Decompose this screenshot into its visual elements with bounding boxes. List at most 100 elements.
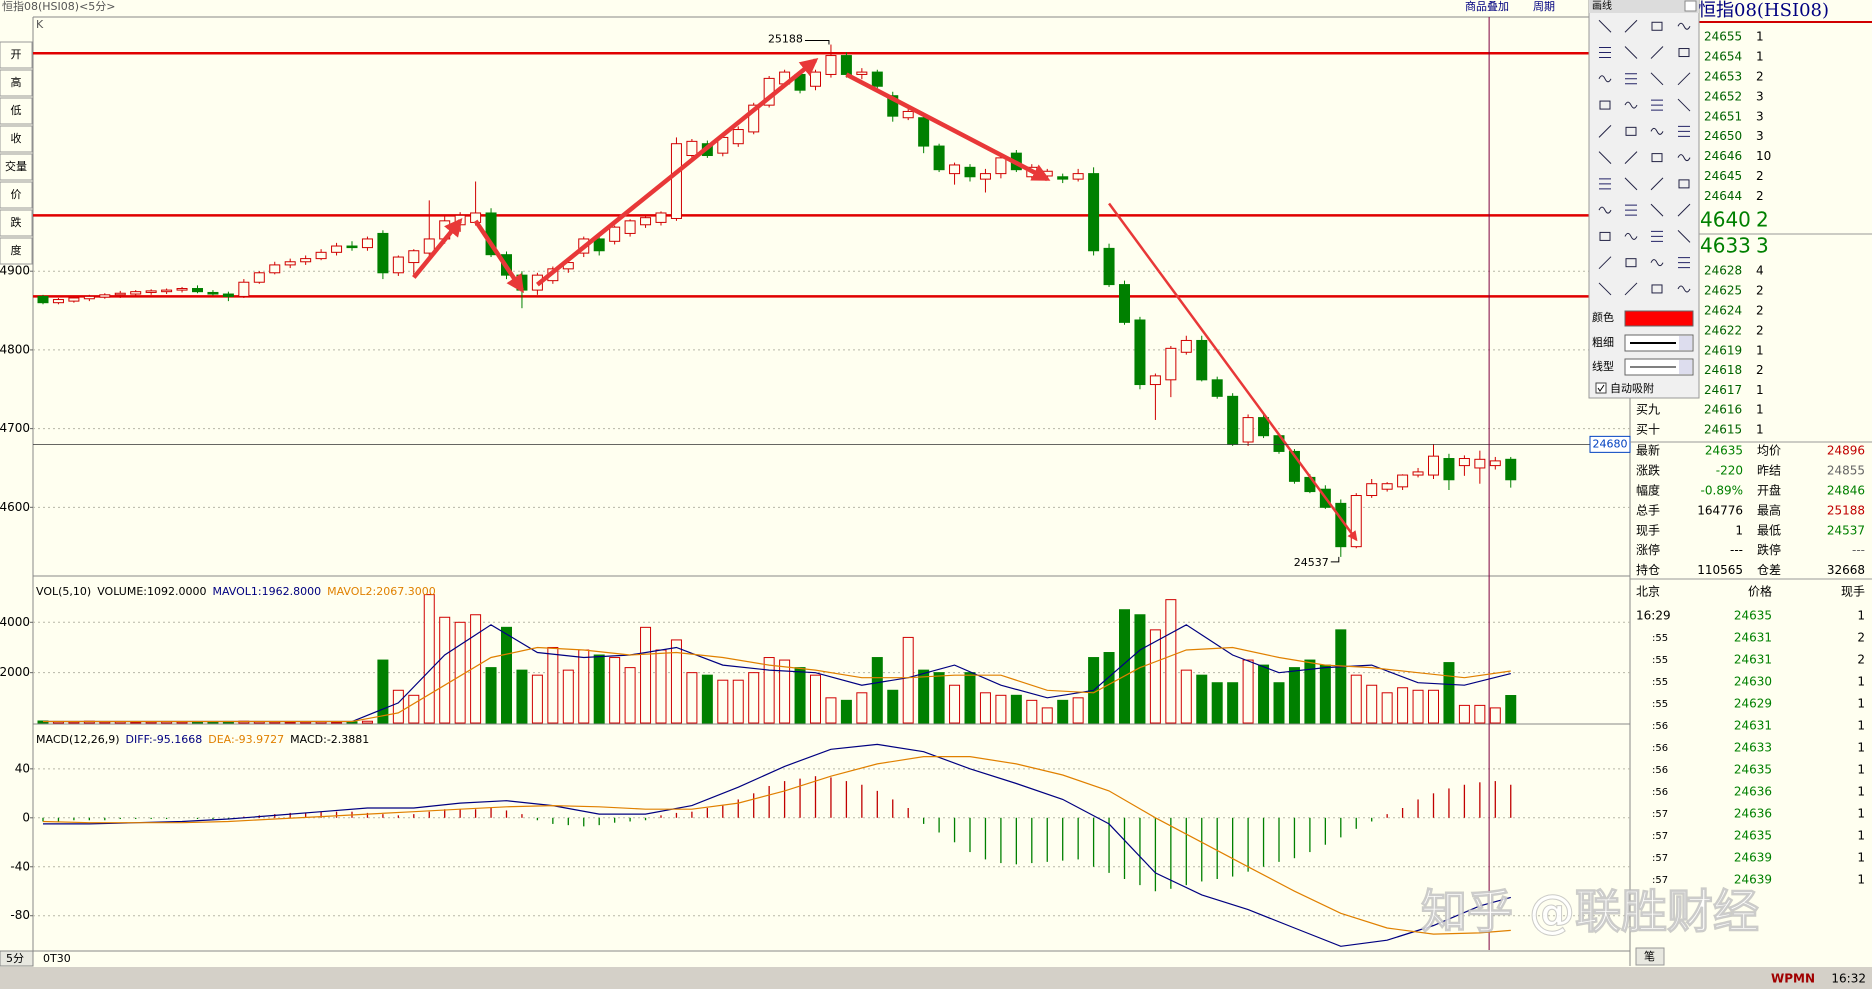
candle-body (392, 256, 404, 274)
side-button[interactable] (0, 209, 33, 237)
tool-button[interactable] (1598, 151, 1612, 164)
dropdown-arrow[interactable] (1679, 336, 1692, 350)
candle-body (145, 290, 157, 293)
tool-button[interactable] (1598, 256, 1612, 270)
volume-bar (670, 639, 682, 724)
tool-button[interactable] (1678, 257, 1690, 269)
side-button-label: 度 (11, 243, 22, 257)
tool-button[interactable] (1651, 153, 1663, 163)
side-button[interactable] (0, 41, 33, 69)
volume-bar (408, 694, 420, 724)
trades-header: 价格 (1748, 584, 1772, 599)
tool-button[interactable] (1650, 203, 1664, 217)
volume-bar (902, 636, 914, 724)
tool-button[interactable] (1651, 21, 1663, 31)
tool-button[interactable] (1599, 178, 1611, 190)
tool-button[interactable] (1677, 285, 1691, 293)
tool-button[interactable] (1650, 46, 1664, 59)
tool-button[interactable] (1599, 231, 1611, 241)
tool-icon (1625, 258, 1637, 268)
side-button-label: 收 (11, 131, 22, 145)
tool-button[interactable] (1651, 230, 1663, 242)
snap-checkbox[interactable] (1595, 382, 1607, 394)
volume-bar (840, 699, 852, 724)
tool-button[interactable] (1624, 232, 1638, 240)
tool-button[interactable] (1624, 19, 1638, 33)
tab[interactable]: 商品叠加 (1465, 0, 1509, 13)
side-button[interactable] (0, 153, 33, 181)
tool-button[interactable] (1678, 179, 1690, 189)
trades-header: 北京 (1636, 585, 1660, 599)
candle-body (748, 104, 760, 133)
tool-button[interactable] (1624, 282, 1638, 296)
tool-button[interactable] (1678, 48, 1690, 58)
ask-row: 24651 (1704, 109, 1742, 123)
trade-row: :55 (1652, 699, 1668, 710)
dropdown-arrow[interactable] (1679, 360, 1692, 374)
candle-body (346, 245, 358, 249)
bid-row: 1 (1756, 423, 1764, 437)
tool-button[interactable] (1624, 46, 1638, 59)
tool-button[interactable] (1677, 72, 1691, 86)
volume-bar (1258, 664, 1270, 724)
candle-body (114, 292, 126, 296)
volume-bar (1211, 682, 1223, 724)
tool-button[interactable] (1650, 177, 1664, 191)
tool-button[interactable] (1624, 177, 1638, 191)
tool-button[interactable] (1624, 151, 1638, 164)
tool-button[interactable] (1651, 284, 1663, 294)
tool-button[interactable] (1598, 124, 1612, 138)
volume-bar (701, 674, 713, 724)
label-hook (1330, 556, 1340, 563)
tool-button[interactable] (1599, 47, 1611, 59)
candle-body (856, 71, 868, 75)
tool-button[interactable] (1650, 259, 1664, 267)
period-label: 5分 (6, 952, 24, 965)
tool-button[interactable] (1677, 203, 1691, 217)
tool-icon (1624, 101, 1638, 109)
tool-button[interactable] (1677, 230, 1691, 243)
volume-bar (1273, 682, 1285, 724)
stat-row: 24846 (1827, 483, 1865, 497)
tool-icon (1677, 154, 1691, 162)
side-button[interactable] (0, 97, 33, 125)
color-swatch[interactable] (1624, 310, 1694, 327)
tool-button[interactable] (1625, 73, 1637, 85)
tool-button[interactable] (1625, 204, 1637, 216)
tool-button[interactable] (1677, 154, 1691, 162)
tool-button[interactable] (1598, 19, 1612, 33)
side-button[interactable] (0, 237, 33, 265)
tool-button[interactable] (1677, 22, 1691, 30)
side-button[interactable] (0, 125, 33, 153)
tool-button[interactable] (1598, 75, 1612, 83)
volume-bar (1227, 682, 1239, 724)
tool-button[interactable] (1598, 206, 1612, 214)
tab[interactable] (1635, 947, 1665, 966)
tool-button[interactable] (1651, 99, 1663, 111)
tool-button[interactable] (1650, 72, 1664, 86)
close-button[interactable] (1684, 0, 1697, 12)
side-button[interactable] (0, 69, 33, 97)
candle-body (423, 238, 435, 254)
tool-button[interactable] (1624, 101, 1638, 109)
tool-button[interactable] (1625, 258, 1637, 268)
candle-body (99, 294, 111, 298)
period-tab[interactable] (0, 950, 34, 967)
title-bar (0, 0, 1630, 17)
candle-body (161, 289, 173, 293)
tool-icon (1650, 72, 1664, 86)
label-hook (804, 40, 830, 45)
tab[interactable]: 周期 (1533, 0, 1555, 13)
tool-button[interactable] (1625, 126, 1637, 136)
side-button-label: 低 (11, 104, 22, 117)
legend-entry: MACD(12,26,9) (36, 733, 120, 746)
volume-bar (130, 721, 142, 724)
tool-button[interactable] (1650, 127, 1664, 135)
status-text: WPMN (1771, 972, 1815, 986)
side-button[interactable] (0, 181, 33, 209)
tool-button[interactable] (1598, 282, 1612, 296)
tool-button[interactable] (1677, 98, 1691, 112)
tool-button[interactable] (1599, 100, 1611, 110)
tool-button[interactable] (1678, 125, 1690, 137)
tool-icon (1598, 151, 1612, 164)
